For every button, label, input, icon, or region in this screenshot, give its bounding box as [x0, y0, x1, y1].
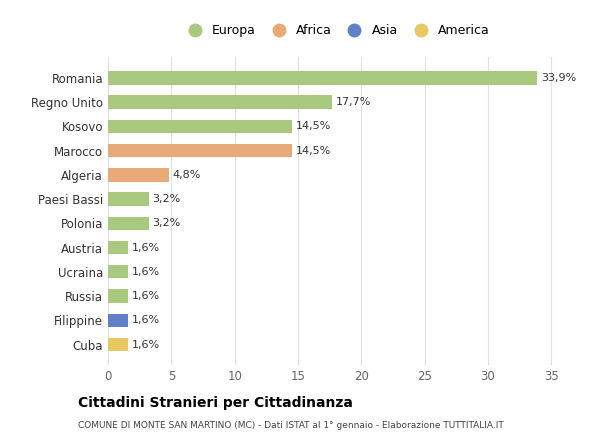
- Bar: [108, 192, 149, 206]
- Bar: [108, 338, 128, 351]
- Text: Cittadini Stranieri per Cittadinanza: Cittadini Stranieri per Cittadinanza: [78, 396, 353, 410]
- Text: 4,8%: 4,8%: [173, 170, 201, 180]
- Text: 3,2%: 3,2%: [152, 194, 181, 204]
- Text: COMUNE DI MONTE SAN MARTINO (MC) - Dati ISTAT al 1° gennaio - Elaborazione TUTTI: COMUNE DI MONTE SAN MARTINO (MC) - Dati …: [78, 421, 504, 430]
- Bar: [108, 120, 292, 133]
- Bar: [108, 95, 332, 109]
- Text: 1,6%: 1,6%: [132, 315, 160, 325]
- Text: 17,7%: 17,7%: [336, 97, 371, 107]
- Legend: Europa, Africa, Asia, America: Europa, Africa, Asia, America: [178, 20, 494, 41]
- Text: 33,9%: 33,9%: [541, 73, 577, 83]
- Bar: [108, 265, 128, 279]
- Text: 1,6%: 1,6%: [132, 340, 160, 349]
- Bar: [108, 216, 149, 230]
- Text: 1,6%: 1,6%: [132, 242, 160, 253]
- Text: 14,5%: 14,5%: [295, 146, 331, 156]
- Bar: [108, 241, 128, 254]
- Text: 3,2%: 3,2%: [152, 218, 181, 228]
- Bar: [108, 168, 169, 182]
- Bar: [108, 144, 292, 157]
- Bar: [108, 314, 128, 327]
- Text: 1,6%: 1,6%: [132, 267, 160, 277]
- Bar: [108, 71, 538, 84]
- Bar: [108, 290, 128, 303]
- Text: 1,6%: 1,6%: [132, 291, 160, 301]
- Text: 14,5%: 14,5%: [295, 121, 331, 132]
